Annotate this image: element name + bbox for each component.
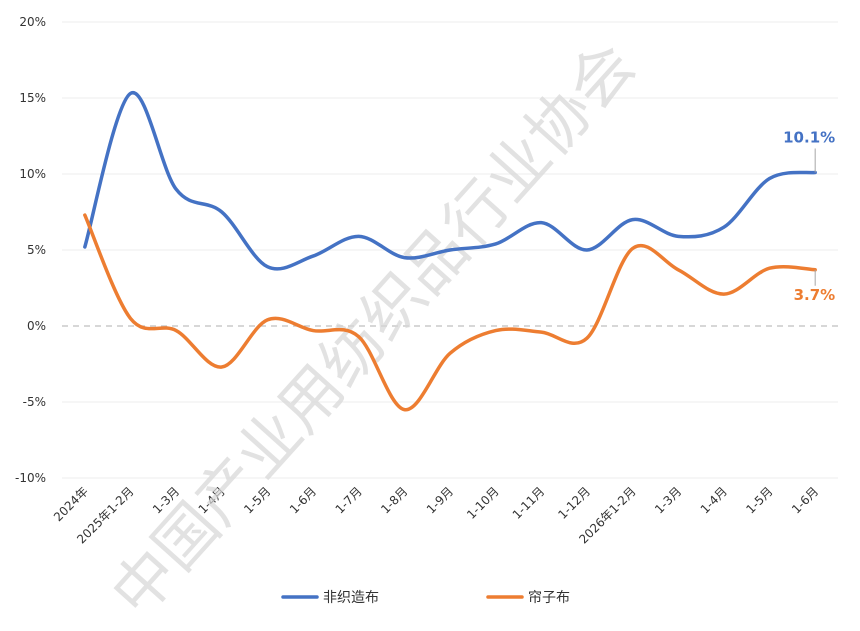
x-tick-label: 1-8月 — [378, 484, 410, 516]
x-tick-label: 1-10月 — [464, 484, 502, 522]
series-line-0 — [83, 91, 817, 271]
x-tick-label: 1-7月 — [333, 484, 365, 516]
x-tick-label: 1-4月 — [698, 484, 730, 516]
watermark-text: 中国产业用纺织品行业协会 — [97, 28, 649, 630]
x-tick-label: 1-11月 — [510, 484, 548, 522]
watermark: 中国产业用纺织品行业协会 — [97, 28, 649, 630]
series-line-1 — [83, 213, 817, 412]
y-tick-label: -10% — [15, 471, 46, 485]
y-tick-label: 15% — [19, 91, 46, 105]
legend: 非织造布 帘子布 — [281, 590, 570, 606]
x-tick-label: 1-12月 — [555, 484, 593, 522]
y-tick-label: 10% — [19, 167, 46, 181]
end-label: 3.7% — [794, 286, 836, 304]
x-tick-label: 1-6月 — [287, 484, 319, 516]
x-tick-label: 2024年 — [51, 484, 91, 524]
legend-label: 非织造布 — [323, 590, 379, 606]
x-tick-label: 1-6月 — [789, 484, 821, 516]
x-tick-label: 1-3月 — [652, 484, 684, 516]
y-tick-label: -5% — [23, 395, 46, 409]
x-tick-label: 1-5月 — [743, 484, 775, 516]
end-label: 10.1% — [783, 128, 835, 146]
y-tick-label: 20% — [19, 15, 46, 29]
x-tick-label: 1-9月 — [424, 484, 456, 516]
end-labels: 10.1% 3.7% — [783, 128, 835, 303]
y-tick-label: 5% — [27, 243, 46, 257]
series-lines — [83, 91, 817, 412]
legend-label: 帘子布 — [528, 590, 570, 606]
y-tick-label: 0% — [27, 319, 46, 333]
gridlines — [62, 21, 838, 479]
y-axis-tick-labels: 20% 15% 10% 5% 0% -5% -10% — [15, 15, 46, 485]
